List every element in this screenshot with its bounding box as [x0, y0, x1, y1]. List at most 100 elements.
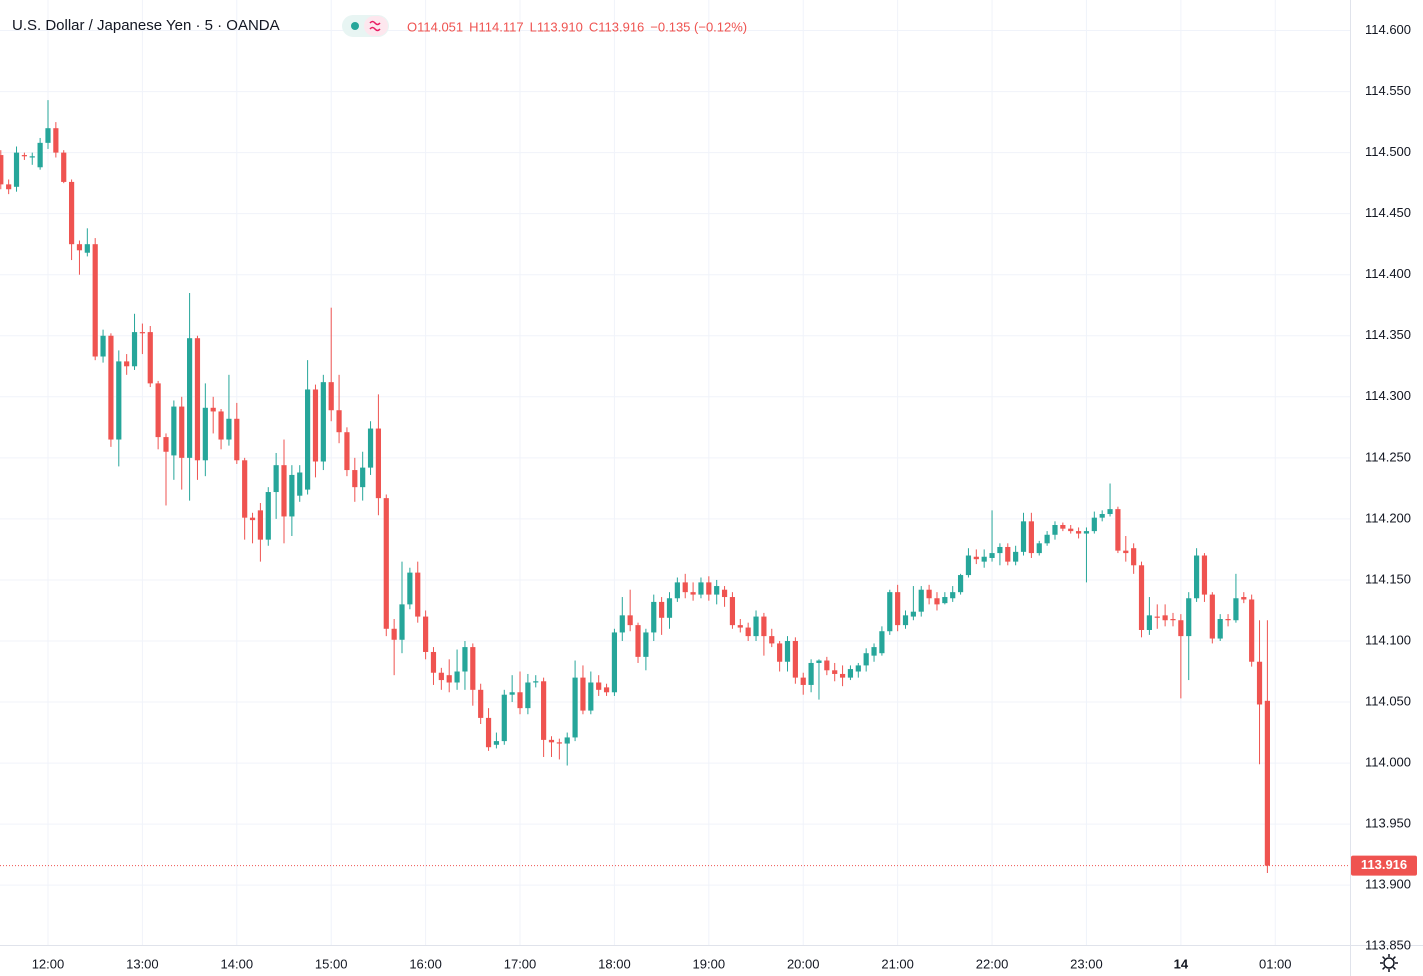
candle-body — [344, 432, 350, 471]
candle-body — [674, 582, 680, 599]
ohlc-value: O114.051 — [407, 19, 463, 34]
candle-body — [824, 660, 830, 671]
candle-body — [273, 465, 279, 493]
candle-body — [438, 672, 444, 681]
candle-body — [0, 155, 4, 185]
candle-body — [454, 671, 460, 683]
y-tick-label: 114.300 — [1365, 388, 1411, 403]
candle-body — [312, 389, 319, 462]
x-tick-label: 01:00 — [1259, 956, 1292, 971]
candle-body — [45, 128, 51, 143]
candle-body — [462, 647, 468, 672]
candle-body — [187, 338, 193, 458]
candle-body — [902, 615, 909, 626]
x-tick-label: 21:00 — [881, 956, 914, 971]
y-tick-label: 114.400 — [1365, 266, 1411, 281]
x-tick-label: 19:00 — [693, 956, 726, 971]
candle-body — [76, 244, 83, 251]
candle-body — [155, 383, 161, 438]
candle-body — [100, 335, 106, 357]
candle-body — [375, 428, 382, 499]
status-pill[interactable] — [342, 15, 389, 37]
candle-body — [194, 338, 201, 461]
candle-body — [1217, 619, 1223, 639]
candle-body — [1264, 700, 1270, 866]
candle-body — [391, 628, 397, 640]
candle-body — [485, 717, 492, 748]
last-price-tag — [1351, 855, 1417, 876]
candle-body — [367, 428, 374, 468]
candle-body — [6, 184, 12, 190]
candle-body — [714, 586, 720, 595]
symbol-title: U.S. Dollar / Japanese Yen · 5 · OANDA — [12, 17, 280, 34]
candle-body — [556, 742, 562, 744]
candle-body — [997, 546, 1003, 554]
candle-body — [666, 598, 673, 618]
candle-body — [210, 407, 216, 412]
candle-body — [320, 382, 326, 462]
candle-body — [682, 582, 688, 593]
ohlc-value: L113.910 — [530, 19, 583, 34]
y-tick-label: 114.550 — [1365, 83, 1411, 98]
candle-body — [1131, 548, 1137, 566]
candle-body — [53, 128, 59, 153]
candle-body — [202, 407, 208, 461]
candle-body — [13, 152, 20, 187]
candle-body — [989, 553, 995, 558]
candle-body — [61, 152, 67, 182]
candle-body — [950, 592, 956, 599]
candle-body — [1225, 619, 1231, 621]
y-tick-label: 114.200 — [1365, 510, 1411, 525]
candle-body — [1170, 619, 1176, 621]
candle-body — [737, 625, 743, 628]
candle-body — [360, 467, 366, 488]
candle-body — [352, 470, 358, 488]
axes: 113.850 113.900 113.950 114.000 114.050 114.1… — [32, 22, 1417, 971]
candle-body — [1154, 616, 1160, 618]
candle-body — [1075, 531, 1082, 534]
candle-body — [643, 632, 649, 657]
candle-body — [721, 589, 728, 598]
candle-body — [572, 677, 578, 738]
candle-body — [1099, 514, 1105, 518]
candle-body — [1178, 620, 1184, 637]
candle-body — [517, 692, 523, 709]
candle-body — [729, 597, 736, 626]
candle-body — [965, 555, 972, 576]
candle-body — [808, 662, 814, 685]
candle-body — [816, 660, 822, 663]
candle-body — [753, 616, 759, 637]
candle-body — [470, 647, 476, 690]
settings-icon[interactable] — [1380, 954, 1398, 972]
candle-body — [942, 597, 948, 604]
ohlc-value: H114.117 — [469, 19, 523, 34]
candle-body — [21, 155, 27, 157]
candle-body — [839, 673, 846, 678]
candle-body — [305, 389, 311, 490]
candle-body — [1068, 528, 1074, 532]
candle-body — [328, 382, 334, 411]
candle-body — [698, 582, 704, 595]
candle-body — [108, 335, 114, 440]
candle-body — [116, 361, 122, 440]
candle-body — [596, 682, 602, 690]
ohlc-legend: O114.051 H114.117 L113.910 C113.916 −0.135 (… — [407, 19, 747, 34]
last-price-label: 113.916 — [1361, 857, 1407, 872]
candle-body — [131, 332, 138, 367]
candle-body — [895, 592, 901, 626]
candle-body — [855, 665, 861, 672]
x-tick-label: 13:00 — [126, 956, 159, 971]
candle-body — [690, 592, 696, 595]
candle-body — [289, 474, 295, 517]
y-tick-label: 114.000 — [1365, 755, 1411, 770]
candle-body — [1209, 594, 1215, 639]
candle-body — [1028, 521, 1034, 554]
candle-body — [887, 592, 893, 632]
candle-body — [1036, 543, 1042, 554]
candle-body — [871, 647, 877, 656]
grid — [0, 0, 1350, 945]
candle-body — [430, 651, 437, 673]
candle-body — [611, 632, 618, 693]
candle-body — [234, 418, 240, 461]
